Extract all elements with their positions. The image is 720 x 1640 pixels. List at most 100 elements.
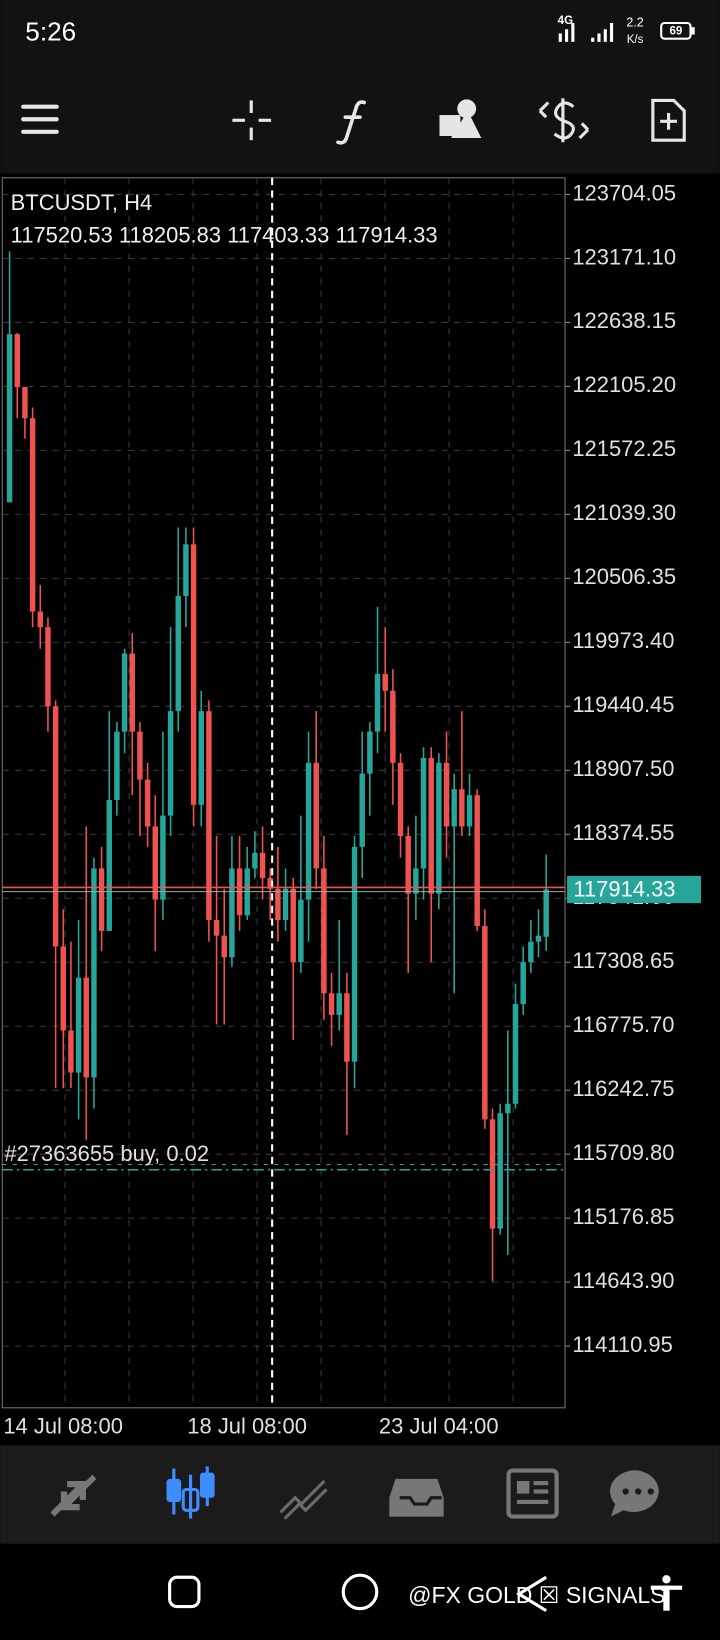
y-tick-label: 121039.30 bbox=[572, 500, 676, 525]
battery-outline bbox=[660, 21, 692, 40]
candle-body bbox=[436, 762, 442, 894]
y-tick-label: 122105.20 bbox=[572, 372, 676, 397]
candle-body bbox=[520, 962, 526, 1005]
low-value: 117403.33 bbox=[227, 222, 329, 247]
candle-body bbox=[175, 595, 181, 712]
clock: 5:26 bbox=[25, 16, 76, 46]
candle-body bbox=[443, 762, 450, 827]
candle-body bbox=[160, 815, 166, 900]
candle-body bbox=[543, 889, 549, 937]
high-value: 118205.83 bbox=[119, 222, 221, 247]
battery-tip bbox=[691, 27, 695, 35]
candle-body bbox=[152, 826, 158, 900]
x-tick-label: 23 Jul 04:00 bbox=[379, 1413, 499, 1438]
candle-body bbox=[466, 795, 473, 827]
candle-body bbox=[512, 1004, 519, 1104]
candle-body bbox=[359, 773, 365, 847]
candle-body bbox=[144, 779, 151, 827]
candle-body bbox=[420, 757, 427, 869]
plot-area bbox=[1, 177, 566, 1409]
candle-body bbox=[137, 731, 143, 780]
y-tick-label: 118907.50 bbox=[572, 756, 674, 781]
candle-body bbox=[489, 1119, 496, 1229]
y-tick-label: 123704.05 bbox=[572, 180, 676, 205]
watermark: @FX GOLD ☒ SIGNALS bbox=[408, 1582, 665, 1608]
bottom-nav bbox=[0, 1445, 720, 1544]
home-button[interactable] bbox=[341, 1573, 379, 1611]
y-tick-label: 119440.45 bbox=[572, 692, 674, 717]
candle-body bbox=[482, 926, 488, 1120]
ohlc-header: 117520.53 118205.83 117403.33 117914.33 bbox=[11, 222, 438, 247]
history-tab[interactable] bbox=[389, 1478, 444, 1517]
candle-body bbox=[497, 1113, 503, 1229]
candle-body bbox=[229, 868, 235, 958]
candle-body bbox=[14, 334, 21, 388]
candle-body bbox=[121, 653, 128, 732]
candle-body bbox=[405, 836, 411, 894]
y-tick-label: 120506.35 bbox=[572, 564, 676, 589]
y-tick-label: 116775.70 bbox=[572, 1012, 674, 1037]
candle-body bbox=[68, 1030, 74, 1073]
candle-body bbox=[321, 868, 327, 994]
new-order-button[interactable] bbox=[651, 98, 686, 142]
recents-button[interactable] bbox=[168, 1575, 201, 1609]
candle-body bbox=[213, 920, 220, 936]
candle-body bbox=[167, 711, 174, 816]
net-speed-unit: K/s bbox=[627, 34, 644, 46]
candle-body bbox=[390, 690, 396, 763]
chat-tab[interactable] bbox=[610, 1470, 659, 1517]
y-tick-label: 115176.85 bbox=[572, 1204, 674, 1229]
objects-button[interactable] bbox=[439, 99, 482, 139]
candle-body bbox=[367, 731, 373, 774]
candle-body bbox=[114, 731, 120, 801]
indicators-button[interactable] bbox=[336, 100, 367, 145]
y-tick-label: 119973.40 bbox=[572, 628, 674, 653]
chart bbox=[1, 177, 571, 1409]
crosshair-button[interactable] bbox=[232, 100, 272, 141]
candle-body bbox=[190, 544, 197, 805]
order-label: #27363655 buy, 0.02 bbox=[4, 1141, 209, 1166]
candle-body bbox=[535, 935, 542, 942]
candle-body bbox=[267, 878, 273, 889]
news-tab[interactable] bbox=[506, 1468, 559, 1519]
back-button[interactable] bbox=[515, 1575, 547, 1613]
battery-level: 69 bbox=[669, 25, 682, 37]
candle-body bbox=[351, 846, 358, 1062]
candle-body bbox=[183, 544, 189, 596]
candle-body bbox=[22, 387, 28, 419]
candle-body bbox=[275, 888, 281, 921]
candle-body bbox=[382, 673, 388, 691]
menu-button[interactable] bbox=[21, 104, 59, 134]
candle-body bbox=[91, 868, 97, 1078]
quotes-tab[interactable] bbox=[50, 1474, 97, 1517]
candle-body bbox=[106, 800, 112, 931]
candle-body bbox=[336, 993, 342, 1015]
candle-body bbox=[52, 706, 59, 947]
candle-body bbox=[198, 711, 204, 805]
trade-tab[interactable] bbox=[279, 1479, 328, 1520]
candle-body bbox=[129, 653, 135, 732]
close-value: 117914.33 bbox=[335, 222, 437, 247]
network-type: 4G bbox=[558, 15, 573, 27]
candle-body bbox=[6, 334, 13, 503]
signal-icons bbox=[558, 23, 614, 42]
candle-body bbox=[313, 762, 319, 869]
candle-body bbox=[206, 711, 212, 921]
trade-button[interactable] bbox=[538, 98, 590, 143]
y-tick-label: 118374.55 bbox=[572, 820, 674, 845]
y-tick-label: 122638.15 bbox=[572, 308, 676, 333]
candle-body bbox=[328, 993, 335, 1015]
candle-body bbox=[282, 888, 289, 921]
price-tag-label: 117914.33 bbox=[573, 876, 675, 901]
candle-body bbox=[60, 946, 66, 1031]
open-value: 117520.53 bbox=[11, 222, 113, 247]
y-tick-label: 121572.25 bbox=[572, 436, 676, 461]
chart-tab[interactable] bbox=[166, 1466, 215, 1519]
accessibility-button[interactable] bbox=[650, 1575, 683, 1611]
candle-body bbox=[413, 868, 419, 894]
x-tick-label: 14 Jul 08:00 bbox=[3, 1413, 123, 1438]
y-tick-label: 114643.90 bbox=[572, 1268, 674, 1293]
net-speed: 2.2 bbox=[626, 15, 643, 29]
